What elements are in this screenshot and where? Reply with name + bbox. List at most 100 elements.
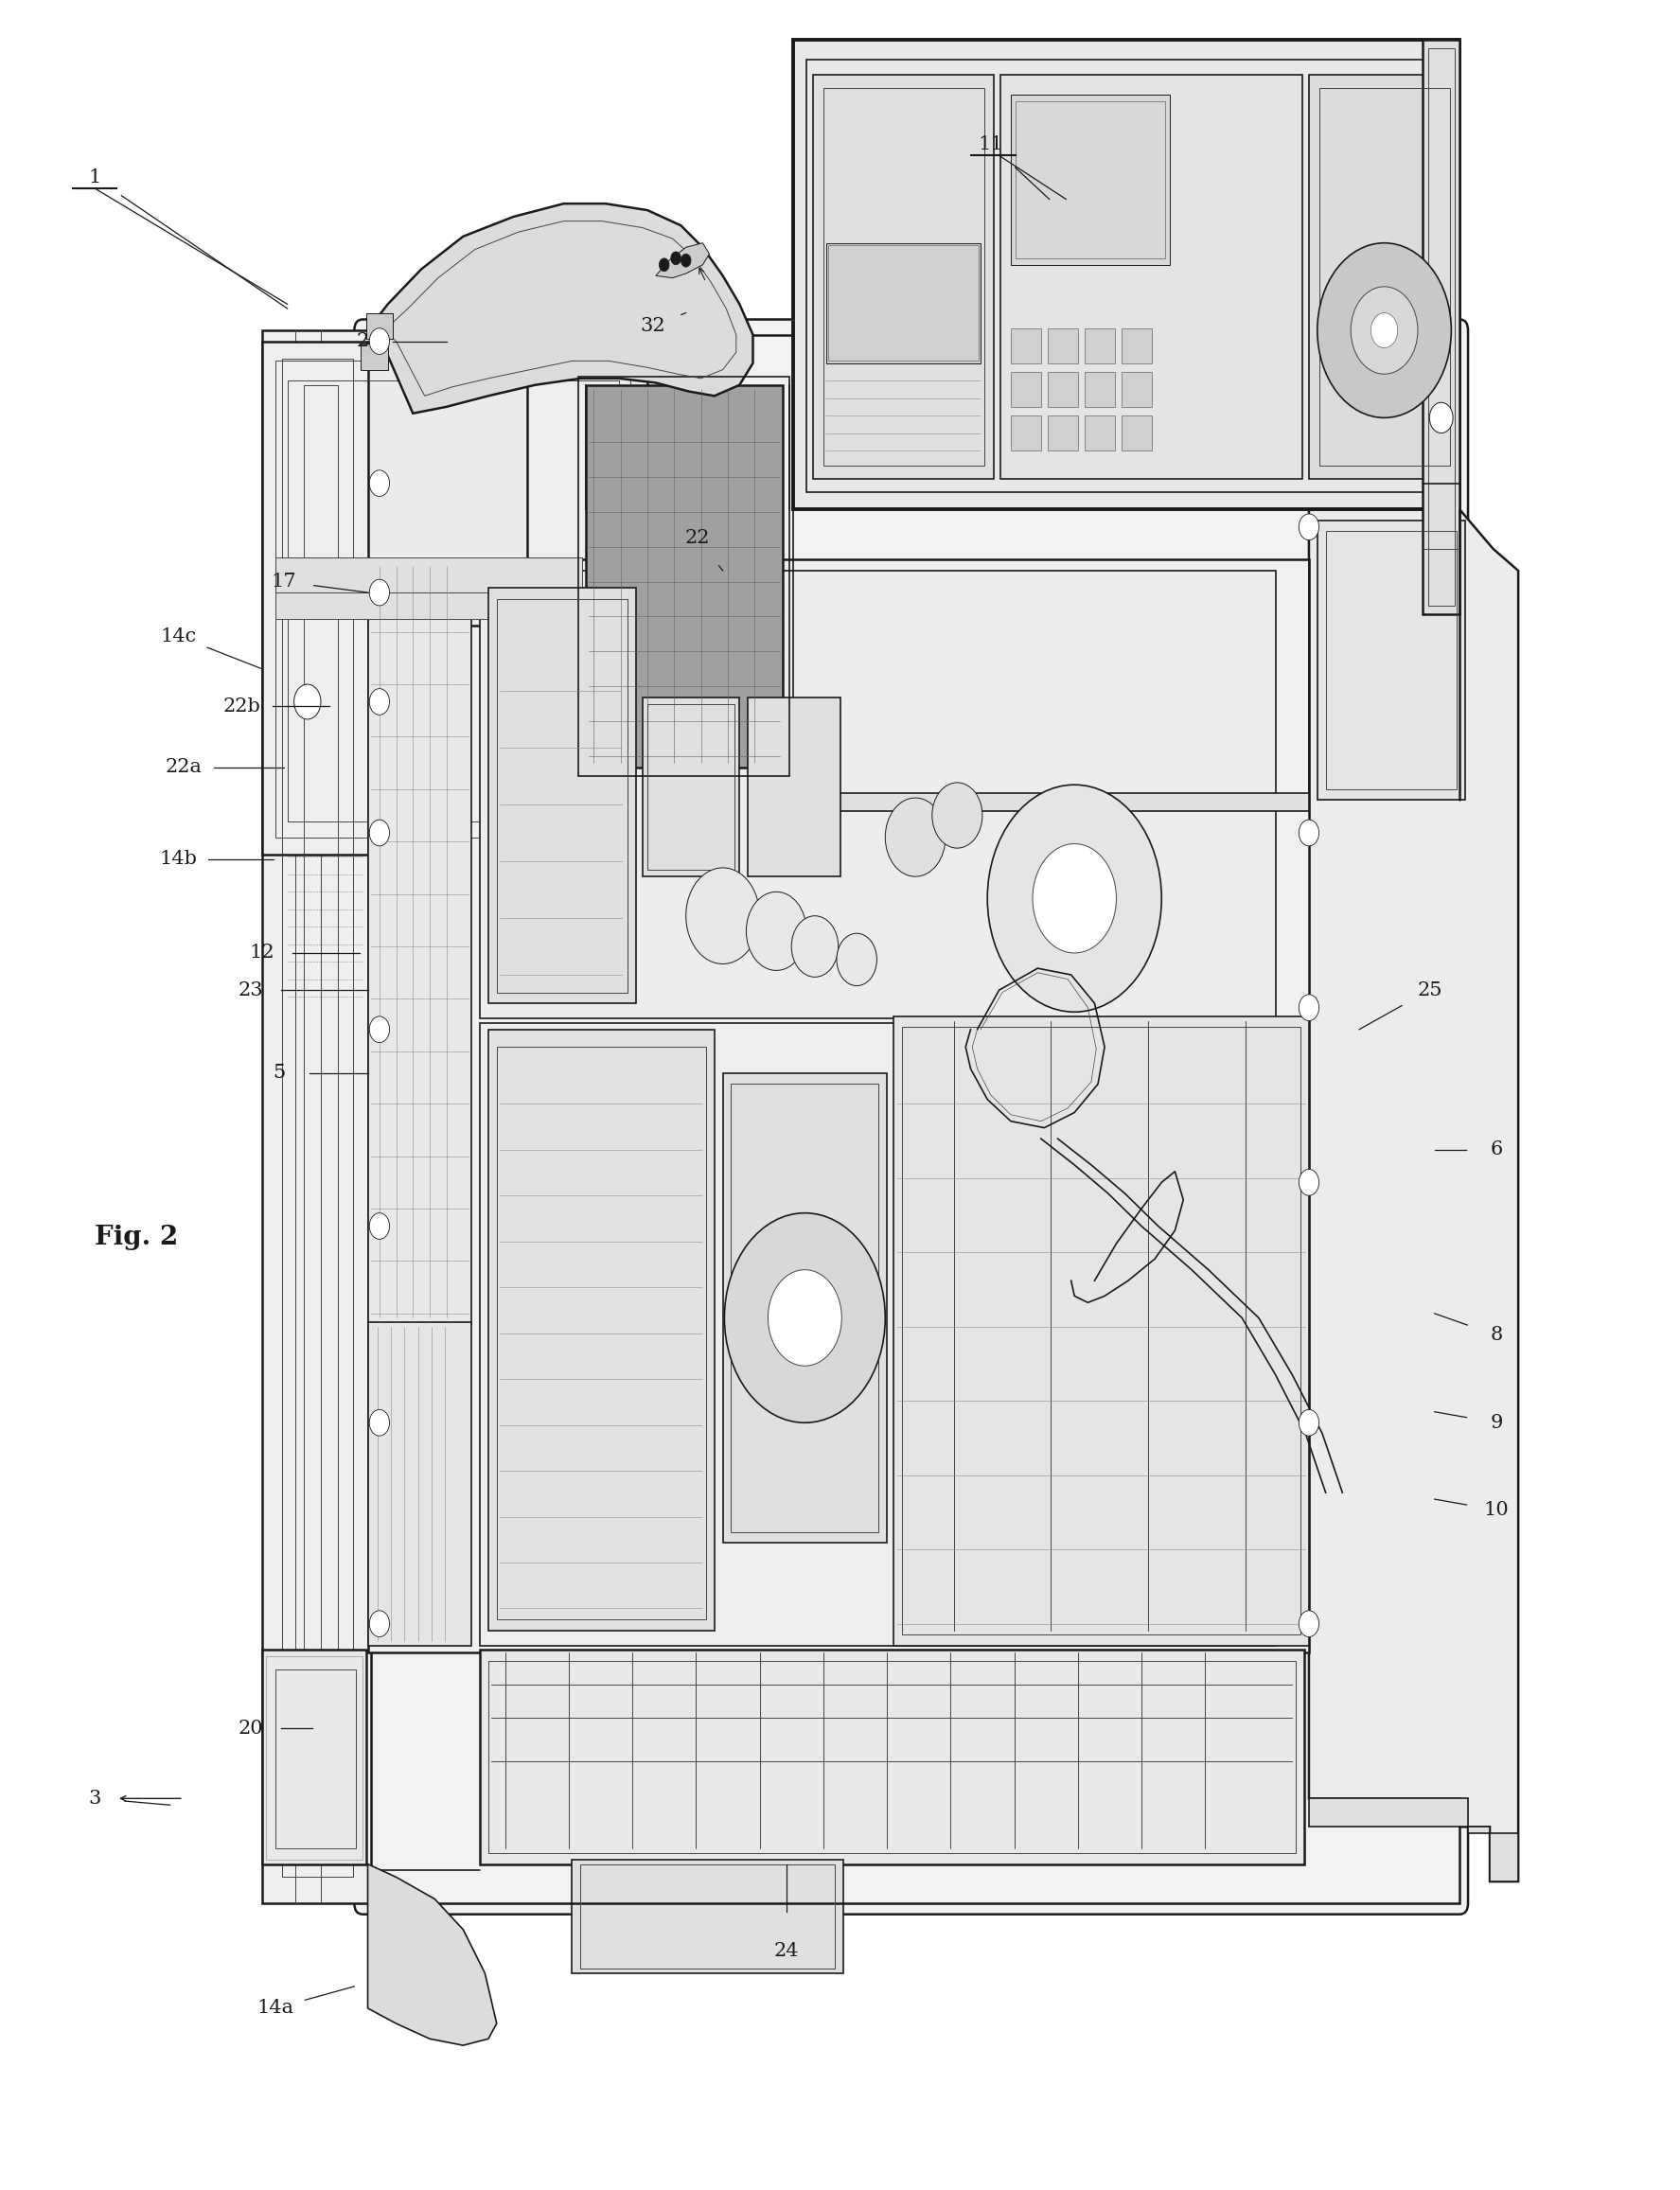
Bar — [1011, 328, 1042, 364]
Text: 23: 23 — [239, 981, 264, 999]
Text: 32: 32 — [640, 318, 665, 335]
Text: 9: 9 — [1490, 1415, 1504, 1432]
Bar — [1317, 521, 1465, 799]
Bar — [580, 1864, 835, 1969]
Circle shape — [1317, 243, 1452, 418]
Bar — [1048, 328, 1079, 364]
Circle shape — [1033, 843, 1116, 953]
Bar — [1001, 74, 1302, 480]
Bar — [894, 1016, 1309, 1645]
Bar — [1085, 416, 1114, 451]
Bar — [1121, 328, 1151, 364]
Bar — [276, 361, 630, 837]
Bar — [368, 561, 472, 1325]
Polygon shape — [1309, 510, 1519, 1881]
Circle shape — [1299, 1610, 1319, 1636]
Bar — [497, 600, 627, 992]
Bar — [265, 1656, 363, 1859]
Circle shape — [370, 688, 390, 714]
Text: 22: 22 — [685, 530, 711, 548]
Bar — [1121, 416, 1151, 451]
Bar — [1428, 48, 1455, 607]
Circle shape — [659, 258, 669, 272]
Text: 5: 5 — [272, 1064, 286, 1082]
Text: 8: 8 — [1490, 1327, 1504, 1345]
Text: 3: 3 — [89, 1789, 101, 1807]
Bar — [262, 1649, 366, 1864]
Circle shape — [370, 328, 390, 355]
Bar — [480, 572, 1275, 1018]
Bar — [1011, 372, 1042, 407]
Bar — [1319, 88, 1450, 466]
Bar — [368, 1323, 472, 1645]
Circle shape — [885, 797, 946, 876]
Bar — [1423, 39, 1460, 615]
Circle shape — [370, 580, 390, 607]
Bar — [827, 243, 981, 364]
Circle shape — [1299, 1169, 1319, 1196]
Circle shape — [680, 254, 690, 267]
Text: 22a: 22a — [165, 758, 202, 775]
Bar — [489, 1029, 714, 1629]
Bar — [902, 1027, 1300, 1634]
Text: 14b: 14b — [160, 850, 197, 867]
Circle shape — [988, 784, 1161, 1012]
Circle shape — [370, 1016, 390, 1042]
Circle shape — [294, 683, 321, 718]
Bar — [368, 342, 528, 626]
Bar — [722, 1073, 887, 1544]
Bar — [361, 344, 388, 370]
Bar — [262, 331, 371, 1903]
Circle shape — [768, 1270, 842, 1367]
Circle shape — [685, 867, 759, 964]
Bar — [828, 245, 979, 361]
Circle shape — [1351, 287, 1418, 374]
Text: 2: 2 — [356, 333, 370, 350]
Circle shape — [746, 891, 806, 970]
Text: 22b: 22b — [223, 696, 260, 716]
Bar — [793, 793, 1309, 810]
Bar — [276, 1669, 356, 1848]
Text: Fig. 2: Fig. 2 — [94, 1224, 178, 1250]
Text: 14a: 14a — [257, 1999, 294, 2017]
Bar — [1048, 416, 1079, 451]
Polygon shape — [368, 1864, 497, 2045]
Bar — [304, 385, 338, 1848]
Bar — [262, 342, 647, 854]
Bar — [1309, 74, 1460, 480]
Bar — [1085, 328, 1114, 364]
Circle shape — [932, 782, 983, 848]
Bar — [1085, 372, 1114, 407]
Circle shape — [1299, 994, 1319, 1021]
Text: 11: 11 — [978, 136, 1003, 153]
Text: 12: 12 — [250, 944, 276, 961]
Bar — [573, 1859, 843, 1973]
Circle shape — [791, 915, 838, 977]
Polygon shape — [368, 204, 753, 414]
Circle shape — [370, 819, 390, 845]
Circle shape — [370, 1213, 390, 1240]
Bar — [282, 359, 353, 1877]
Circle shape — [370, 1610, 390, 1636]
Circle shape — [370, 471, 390, 497]
Bar — [748, 696, 840, 876]
Text: 17: 17 — [272, 572, 297, 591]
Bar — [823, 88, 984, 466]
Circle shape — [370, 1410, 390, 1437]
Circle shape — [1299, 515, 1319, 541]
Bar — [480, 1649, 1304, 1864]
Bar — [480, 1023, 1275, 1645]
Bar — [489, 589, 635, 1003]
Text: 6: 6 — [1490, 1141, 1504, 1159]
Bar — [1011, 94, 1169, 265]
Bar — [1011, 416, 1042, 451]
Text: 1: 1 — [89, 169, 101, 186]
Polygon shape — [1309, 1798, 1519, 1881]
Bar — [276, 558, 581, 620]
Circle shape — [1299, 819, 1319, 845]
Bar — [642, 696, 739, 876]
Circle shape — [724, 1213, 885, 1424]
Bar — [1121, 372, 1151, 407]
Circle shape — [1430, 403, 1453, 434]
Text: 14c: 14c — [160, 626, 197, 646]
